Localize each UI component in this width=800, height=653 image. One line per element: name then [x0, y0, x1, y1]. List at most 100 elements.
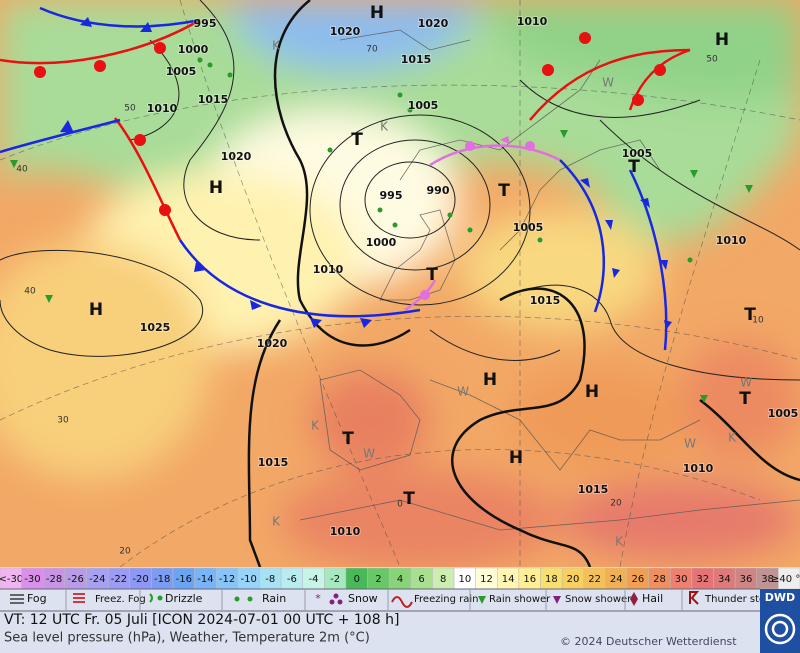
pressure-label: 1020	[330, 25, 361, 38]
pressure-label: 1015	[258, 456, 289, 469]
temperature-label: 50	[124, 104, 136, 114]
scale-label: -6	[287, 574, 297, 585]
high-center: H	[483, 370, 497, 390]
scale-label: 38	[761, 574, 774, 585]
high-center: H	[370, 3, 384, 23]
legend-label: Hail	[642, 592, 663, 605]
low-center: T	[739, 389, 751, 409]
pressure-label: 990	[427, 184, 450, 197]
high-center: H	[509, 448, 523, 468]
low-center: T	[498, 181, 510, 201]
scale-label: 10	[458, 574, 471, 585]
scale-label: 22	[588, 574, 601, 585]
pressure-label: 1010	[313, 263, 344, 276]
temperature-label: 30	[57, 416, 69, 426]
air-mass-label: W	[602, 76, 614, 90]
pressure-label: 1005	[166, 65, 197, 78]
legend-label: Fog	[27, 592, 47, 605]
air-mass-label: W	[457, 385, 469, 399]
scale-label: -22	[111, 574, 127, 585]
legend-label: Freez. Fog	[95, 594, 146, 605]
scale-label: -26	[68, 574, 84, 585]
scale-label: <-30	[0, 574, 23, 585]
air-mass-label: K	[272, 39, 281, 53]
scale-label: -12	[219, 574, 235, 585]
legend-label: Freezing rain	[414, 594, 478, 605]
description: Sea level pressure (hPa), Weather, Tempe…	[4, 631, 370, 646]
scale-label: -20	[132, 574, 148, 585]
low-center: T	[351, 130, 363, 150]
low-center: T	[628, 157, 640, 177]
scale-label: -28	[46, 574, 62, 585]
scale-label: ≥40 °C	[771, 574, 800, 585]
scale-label: -30	[24, 574, 40, 585]
high-center: H	[209, 178, 223, 198]
scale-label: 2	[375, 574, 381, 585]
map: 995 1020 1010 1020 1000 1015 1005 1015 1…	[0, 0, 800, 567]
scale-label: -10	[240, 574, 256, 585]
scale-label: 34	[718, 574, 731, 585]
legend-label: Rain	[262, 592, 286, 605]
temperature-label: 50	[706, 55, 718, 65]
low-center: T	[426, 265, 438, 285]
pressure-label: 1015	[578, 483, 609, 496]
scale-label: 24	[610, 574, 623, 585]
pressure-label: 1015	[198, 93, 229, 106]
svg-text:*: *	[315, 592, 321, 605]
pressure-label: 1020	[221, 150, 252, 163]
high-center: H	[585, 382, 599, 402]
temperature-label: 10	[752, 316, 764, 326]
scale-label: -18	[154, 574, 170, 585]
legend-label: Thunder storm	[704, 594, 779, 605]
air-mass-label: W	[684, 437, 696, 451]
temperature-label: 40	[16, 165, 28, 175]
scale-label: 8	[440, 574, 446, 585]
low-center: T	[342, 429, 354, 449]
pressure-label: 1000	[366, 236, 397, 249]
pressure-label: 1010	[330, 525, 361, 538]
scale-label: 14	[502, 574, 515, 585]
scale-label: 30	[675, 574, 688, 585]
temperature-label: 20	[610, 499, 622, 509]
scale-label: 20	[567, 574, 580, 585]
pressure-label: 1025	[140, 321, 171, 334]
logo-text: DWD	[765, 591, 795, 604]
air-mass-label: K	[272, 515, 281, 529]
scale-label: -2	[330, 574, 340, 585]
scale-label: 32	[696, 574, 709, 585]
air-mass-label: K	[615, 535, 624, 549]
pressure-label: 1005	[513, 221, 544, 234]
pressure-label: 1010	[517, 15, 548, 28]
scale-label: 12	[480, 574, 493, 585]
scale-label: 26	[631, 574, 644, 585]
high-center: H	[715, 30, 729, 50]
scale-label: 16	[523, 574, 536, 585]
pressure-label: 1020	[418, 17, 449, 30]
pressure-label: 1005	[408, 99, 439, 112]
pressure-label: 1010	[716, 234, 747, 247]
air-mass-label: W	[740, 376, 752, 390]
pressure-label: 1020	[257, 337, 288, 350]
scale-label: -4	[309, 574, 319, 585]
air-mass-label: W	[363, 447, 375, 461]
low-center: T	[403, 489, 415, 509]
scale-label: -16	[176, 574, 192, 585]
scale-label: 36	[740, 574, 753, 585]
pressure-label: 1010	[683, 462, 714, 475]
pressure-label: 1015	[530, 294, 561, 307]
scale-label: 0	[354, 574, 360, 585]
high-center: H	[89, 300, 103, 320]
scale-label: -8	[265, 574, 275, 585]
temperature-label: 40	[24, 287, 36, 297]
scale-label: 18	[545, 574, 558, 585]
legend-label: Snow shower	[565, 594, 632, 605]
scale-label: -14	[197, 574, 213, 585]
weather-legend: Fog Freez. Fog Drizzle Rain * Snow Freez…	[10, 590, 779, 610]
legend-label: Snow	[348, 592, 378, 605]
low-center: T	[744, 305, 756, 325]
pressure-label: 995	[380, 189, 403, 202]
temperature-scale: <-30 -30 -28 -26 -24 -22 -20 -18 -16 -14 -12 -10 -8-…	[0, 567, 800, 590]
air-mass-label: K	[311, 419, 320, 433]
